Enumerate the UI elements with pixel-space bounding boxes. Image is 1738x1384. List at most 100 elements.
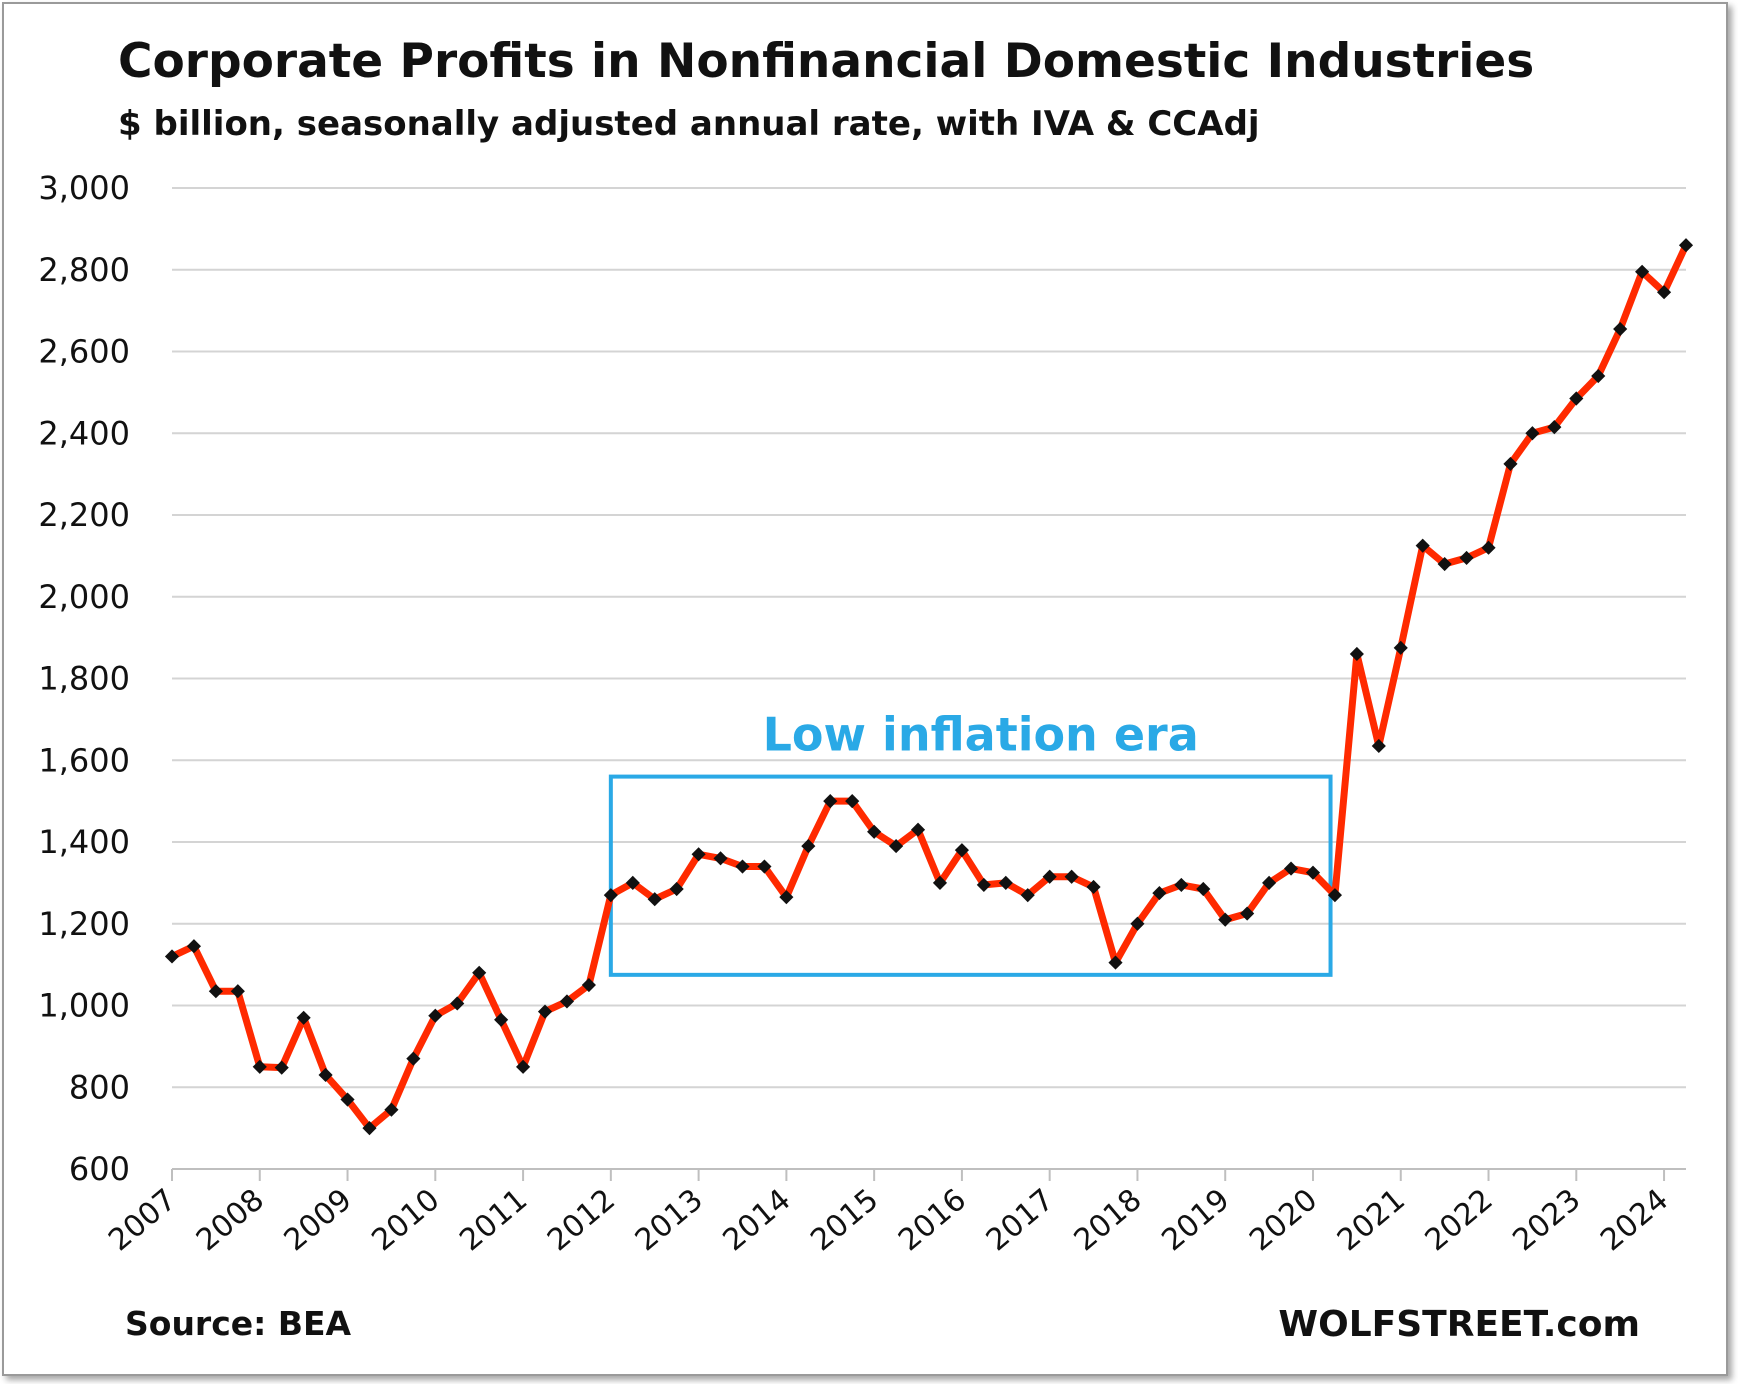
data-point: [691, 847, 706, 862]
data-point: [779, 890, 794, 905]
data-point: [1152, 886, 1167, 901]
x-tick-label: 2016: [892, 1182, 973, 1258]
x-tick-label: 2011: [453, 1182, 534, 1258]
data-point: [384, 1102, 399, 1117]
data-point: [1437, 556, 1452, 572]
data-point: [998, 875, 1013, 890]
data-point: [603, 888, 618, 903]
y-tick-label: 2,200: [38, 496, 130, 534]
data-point: [428, 1008, 443, 1023]
data-point: [669, 881, 684, 897]
chart-subtitle: $ billion, seasonally adjusted annual ra…: [118, 104, 1260, 144]
y-tick-label: 600: [69, 1150, 130, 1188]
data-point: [1108, 955, 1123, 970]
data-point: [252, 1059, 267, 1074]
data-point: [494, 1012, 509, 1027]
x-tick-label: 2009: [278, 1182, 359, 1258]
data-point: [559, 994, 575, 1009]
x-tick-label: 2022: [1419, 1182, 1500, 1258]
annotation-box: [608, 774, 1333, 977]
x-tick-label: 2021: [1331, 1182, 1412, 1258]
data-point: [735, 859, 750, 874]
data-point: [1305, 865, 1321, 880]
y-tick-label: 2,400: [38, 414, 130, 452]
data-point: [845, 794, 860, 809]
data-point: [1086, 879, 1101, 895]
data-point: [625, 875, 640, 890]
y-tick-label: 2,000: [38, 578, 130, 616]
data-point: [801, 839, 816, 854]
data-point: [1196, 881, 1211, 897]
data-point: [472, 965, 487, 980]
chart-title: Corporate Profits in Nonfinancial Domest…: [118, 34, 1535, 89]
x-tick-label: 2013: [629, 1182, 710, 1258]
x-tick-label: 2014: [717, 1182, 798, 1258]
data-point: [274, 1060, 289, 1075]
x-tick-label: 2015: [804, 1182, 885, 1258]
x-tick-label: 2023: [1506, 1182, 1587, 1258]
x-tick-label: 2008: [190, 1182, 271, 1258]
y-tick-label: 2,600: [38, 333, 130, 371]
data-point: [230, 984, 245, 999]
y-tick-label: 1,000: [38, 987, 130, 1025]
data-point: [450, 996, 465, 1011]
data-point: [932, 875, 948, 890]
low-inflation-annotation: Low inflation era: [608, 708, 1333, 977]
data-point: [1064, 869, 1079, 884]
data-point: [1262, 875, 1277, 890]
data-point: [1547, 420, 1562, 435]
series-line: [168, 241, 1690, 1132]
x-axis: 2007 2008 2009 2010 2011 2012 2013 2014 2015 2016…: [102, 1168, 1686, 1258]
data-point: [823, 794, 838, 809]
data-point: [1371, 738, 1386, 754]
x-tick-label: 2010: [365, 1182, 446, 1258]
data-point: [1393, 640, 1408, 655]
data-point: [340, 1092, 355, 1107]
data-point: [296, 1010, 311, 1025]
data-point: [1130, 916, 1145, 931]
data-point: [1635, 264, 1650, 279]
data-point: [1327, 888, 1342, 903]
x-tick-label: 2020: [1243, 1182, 1324, 1258]
gridlines: [172, 187, 1686, 1089]
data-point: [1613, 321, 1628, 337]
data-point: [1020, 888, 1035, 903]
source-note: Source: BEA: [125, 1304, 352, 1343]
data-point: [1042, 869, 1057, 884]
data-point: [976, 877, 991, 892]
y-tick-label: 1,200: [38, 905, 130, 943]
data-point: [1459, 550, 1474, 565]
data-point: [1678, 238, 1694, 253]
data-point: [1240, 906, 1255, 921]
data-point: [647, 892, 662, 907]
data-point: [362, 1121, 377, 1136]
data-point: [406, 1051, 421, 1066]
profits-series: [164, 238, 1694, 1136]
brand-label: WOLFSTREET.com: [1278, 1304, 1640, 1345]
x-tick-label: 2018: [1068, 1182, 1149, 1258]
data-point: [208, 984, 223, 999]
y-tick-label: 2,800: [38, 251, 130, 289]
data-point: [867, 824, 882, 839]
data-point: [186, 939, 202, 954]
data-point: [1481, 540, 1496, 555]
data-point: [713, 851, 728, 866]
data-point: [757, 859, 772, 874]
y-tick-label: 1,400: [38, 823, 130, 861]
annotation-label: Low inflation era: [763, 708, 1199, 762]
y-tick-label: 3,000: [38, 169, 130, 207]
data-point: [1503, 456, 1518, 471]
data-point: [581, 977, 596, 993]
data-point: [1591, 368, 1606, 384]
y-axis-labels: 600 800 1,000 1,200 1,400 1,600 1,800 2,000 2,20…: [38, 169, 130, 1188]
x-tick-label: 2017: [980, 1182, 1061, 1258]
y-tick-label: 1,600: [38, 741, 130, 779]
data-point: [1218, 912, 1233, 927]
data-point: [164, 949, 180, 964]
x-tick-label: 2019: [1155, 1182, 1236, 1258]
data-point: [910, 822, 926, 837]
x-tick-label: 2012: [541, 1182, 622, 1258]
data-point: [318, 1067, 333, 1083]
